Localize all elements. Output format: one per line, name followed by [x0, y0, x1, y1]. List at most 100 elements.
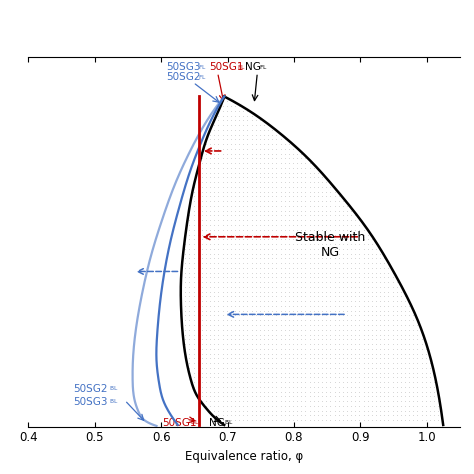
Point: [264, 317, 272, 324]
Point: [248, 411, 255, 419]
Point: [314, 350, 322, 357]
Point: [231, 231, 239, 238]
Text: 50SG2: 50SG2: [73, 383, 108, 393]
Point: [298, 178, 305, 186]
Text: NG: NG: [245, 62, 261, 72]
Point: [285, 245, 292, 253]
Point: [298, 202, 305, 210]
Point: [310, 264, 318, 272]
Point: [293, 326, 301, 334]
Point: [318, 297, 326, 305]
Point: [335, 402, 342, 410]
Point: [281, 273, 289, 281]
Point: [215, 273, 222, 281]
Point: [235, 198, 243, 205]
Point: [239, 350, 247, 357]
Point: [185, 283, 193, 291]
Point: [273, 188, 280, 195]
Point: [335, 378, 342, 386]
Point: [273, 278, 280, 286]
Point: [310, 388, 318, 395]
Point: [231, 255, 239, 262]
Point: [389, 345, 396, 353]
Point: [422, 411, 429, 419]
Point: [227, 416, 235, 424]
Point: [268, 259, 276, 267]
Point: [331, 269, 338, 276]
Point: [405, 321, 413, 329]
Point: [239, 226, 247, 234]
Point: [248, 283, 255, 291]
Point: [235, 312, 243, 319]
Point: [260, 178, 268, 186]
Point: [434, 397, 442, 405]
Point: [318, 392, 326, 400]
Point: [426, 411, 434, 419]
Point: [364, 312, 372, 319]
Point: [322, 297, 330, 305]
Point: [235, 245, 243, 253]
Point: [215, 178, 222, 186]
Point: [277, 188, 284, 195]
Point: [252, 192, 259, 200]
Point: [310, 378, 318, 386]
Point: [360, 221, 367, 229]
Point: [335, 321, 342, 329]
Point: [248, 369, 255, 376]
Point: [273, 407, 280, 414]
Point: [206, 345, 214, 353]
Point: [219, 117, 226, 124]
Point: [343, 236, 351, 243]
Point: [306, 326, 313, 334]
Point: [368, 278, 375, 286]
Point: [268, 192, 276, 200]
Point: [368, 402, 375, 410]
Point: [260, 226, 268, 234]
Point: [268, 255, 276, 262]
Point: [202, 345, 210, 353]
Point: [347, 392, 355, 400]
Point: [293, 188, 301, 195]
Point: [252, 402, 259, 410]
Point: [182, 345, 189, 353]
Point: [198, 159, 206, 167]
Point: [335, 369, 342, 376]
Point: [389, 321, 396, 329]
Point: [277, 136, 284, 143]
Point: [256, 178, 264, 186]
Point: [339, 245, 346, 253]
Point: [322, 198, 330, 205]
Point: [298, 255, 305, 262]
Point: [210, 236, 218, 243]
Point: [235, 278, 243, 286]
Point: [264, 259, 272, 267]
Point: [182, 255, 189, 262]
Point: [285, 374, 292, 381]
Point: [239, 198, 247, 205]
Point: [401, 369, 409, 376]
Point: [185, 212, 193, 219]
Point: [285, 226, 292, 234]
Point: [277, 198, 284, 205]
Point: [177, 292, 185, 300]
Point: [422, 416, 429, 424]
Point: [356, 250, 363, 257]
Point: [393, 345, 401, 353]
Point: [368, 245, 375, 253]
Point: [410, 355, 417, 362]
Point: [285, 155, 292, 162]
Point: [268, 202, 276, 210]
Point: [397, 331, 405, 338]
Point: [314, 221, 322, 229]
Point: [252, 240, 259, 248]
Point: [198, 183, 206, 191]
Point: [244, 321, 251, 329]
Point: [343, 278, 351, 286]
Point: [306, 378, 313, 386]
Point: [381, 302, 388, 310]
Point: [331, 259, 338, 267]
Point: [239, 131, 247, 138]
Point: [244, 307, 251, 314]
Point: [281, 226, 289, 234]
Point: [327, 416, 334, 424]
